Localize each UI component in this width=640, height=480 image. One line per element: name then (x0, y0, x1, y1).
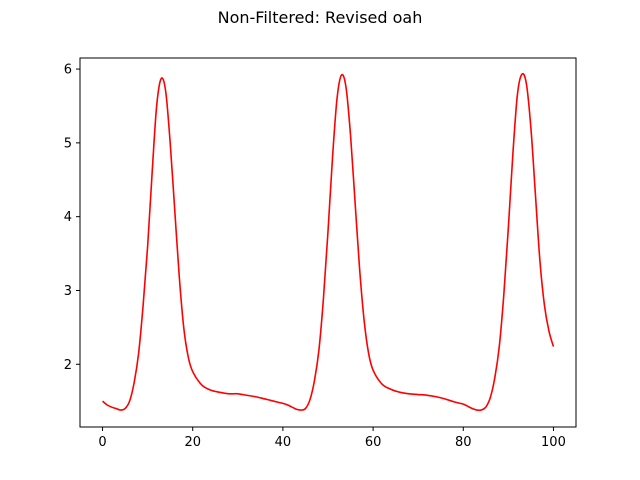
y-axis: 2 3 4 5 6 (64, 63, 80, 373)
plot-frame (79, 57, 577, 428)
y-tick-label: 2 (64, 358, 72, 373)
series-layer (102, 72, 555, 412)
y-tick-label: 5 (64, 136, 72, 151)
x-tick-label: 20 (184, 435, 201, 450)
x-tick-label: 40 (275, 435, 292, 450)
chart-title: Non-Filtered: Revised oah (218, 8, 423, 27)
y-tick-label: 3 (64, 284, 72, 299)
x-tick-label: 0 (98, 435, 106, 450)
x-tick-label: 100 (541, 435, 566, 450)
y-tick-label: 4 (64, 210, 72, 225)
series-line-oah (102, 72, 555, 412)
x-tick-label: 80 (455, 435, 472, 450)
y-tick-label: 6 (64, 63, 72, 78)
x-tick-label: 60 (365, 435, 382, 450)
x-axis: 0 20 40 60 80 100 (98, 427, 566, 450)
